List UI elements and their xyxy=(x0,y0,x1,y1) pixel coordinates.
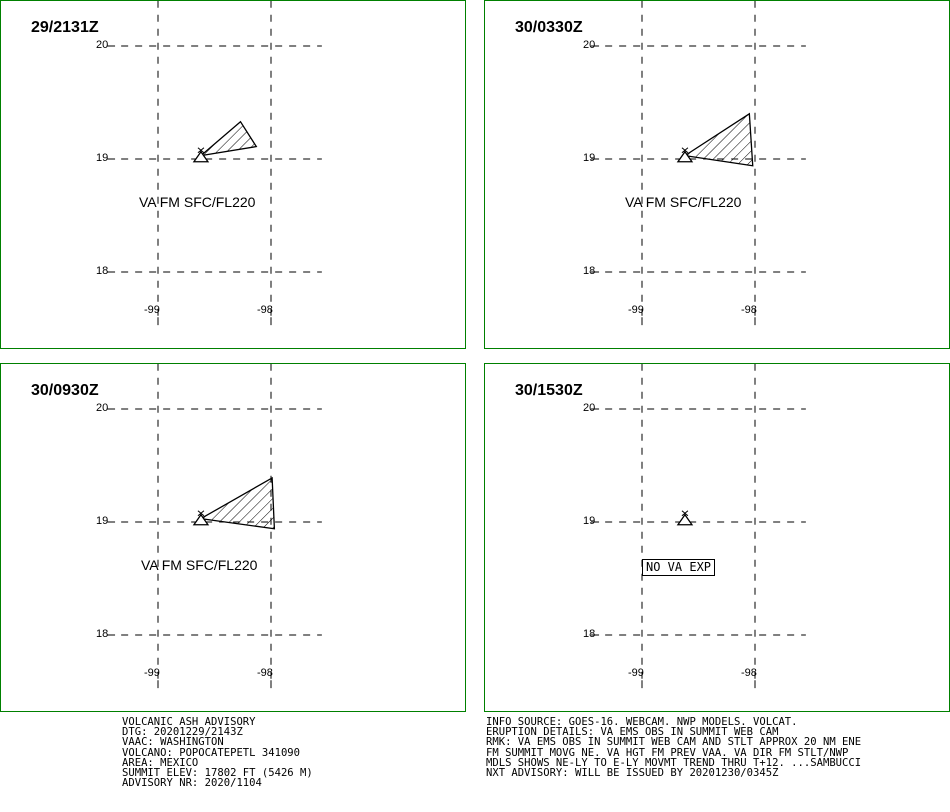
panel-title: 30/1530Z xyxy=(515,382,583,399)
lat-tick-18: 18 xyxy=(583,265,596,277)
advisory-right-line: RMK: VA EMS OBS IN SUMMIT WEB CAM AND ST… xyxy=(486,735,862,749)
advisory-left-line: VOLCANO: POPOCATEPETL 341090 xyxy=(122,745,301,759)
map-layer xyxy=(107,1,322,326)
panel-title: 29/2131Z xyxy=(31,19,99,36)
lat-tick-20: 20 xyxy=(96,402,109,414)
advisory-left-line: VOLCANIC ASH ADVISORY xyxy=(122,715,256,728)
panel-title: 30/0930Z xyxy=(31,382,99,399)
lon-tick-minus-98: -98 xyxy=(257,304,273,316)
lat-tick-20: 20 xyxy=(96,39,109,51)
forecast-panel-2: 30/0330Z 20 19 18 -99 -98 VA FM SFC/FL22… xyxy=(484,0,950,349)
lon-tick-minus-99: -99 xyxy=(628,667,644,679)
lon-tick-minus-99: -99 xyxy=(144,304,160,316)
advisory-left-line: SUMMIT ELEV: 17802 FT (5426 M) xyxy=(122,766,313,780)
lat-tick-18: 18 xyxy=(96,628,109,640)
advisory-left-line: VAAC: WASHINGTON xyxy=(122,735,224,749)
volcano-icon xyxy=(676,510,694,526)
lat-tick-19: 19 xyxy=(583,152,596,164)
ash-polygon xyxy=(198,120,258,157)
map-layer xyxy=(591,364,806,689)
advisory-right-line: FM SUMMIT MOVG NE. VA HGT FM PREV VAA. V… xyxy=(486,745,849,759)
advisory-right-line: NXT ADVISORY: WILL BE ISSUED BY 20201230… xyxy=(486,766,779,780)
advisory-left-line: ADVISORY NR: 2020/1104 xyxy=(122,776,262,790)
advisory-text-left: VOLCANIC ASH ADVISORY DTG: 20201229/2143Z… xyxy=(122,715,313,790)
lon-tick-minus-98: -98 xyxy=(257,667,273,679)
map-layer xyxy=(591,1,806,326)
advisory-right-line: ERUPTION DETAILS: VA EMS OBS IN SUMMIT W… xyxy=(486,725,779,739)
lat-tick-20: 20 xyxy=(583,39,596,51)
lon-tick-minus-98: -98 xyxy=(741,304,757,316)
no-va-expected-label: NO VA EXP xyxy=(642,559,716,577)
panel-title: 30/0330Z xyxy=(515,19,583,36)
lat-tick-19: 19 xyxy=(96,152,109,164)
ash-polygon xyxy=(683,112,754,167)
lat-tick-18: 18 xyxy=(583,628,596,640)
advisory-left-line: AREA: MEXICO xyxy=(122,755,199,769)
lon-tick-minus-99: -99 xyxy=(628,304,644,316)
volcano-icon xyxy=(192,147,210,163)
forecast-panel-4: 30/1530Z 20 19 18 -99 -98 NO VA EXP xyxy=(484,363,950,712)
volcano-icon xyxy=(192,510,210,526)
advisory-text-right: INFO SOURCE: GOES-16. WEBCAM. NWP MODELS… xyxy=(486,715,862,780)
lat-tick-20: 20 xyxy=(583,402,596,414)
lat-tick-18: 18 xyxy=(96,265,109,277)
volcano-icon xyxy=(676,147,694,163)
ash-height-label: VA FM SFC/FL220 xyxy=(139,194,256,210)
advisory-left-line: DTG: 20201229/2143Z xyxy=(122,725,243,739)
lon-tick-minus-99: -99 xyxy=(144,667,160,679)
advisory-right-line: MDLS SHOWS NE-LY TO E-LY MOVMT TREND THR… xyxy=(486,755,862,769)
lon-tick-minus-98: -98 xyxy=(741,667,757,679)
lat-tick-19: 19 xyxy=(583,515,596,527)
ash-height-label: VA FM SFC/FL220 xyxy=(625,194,742,210)
lat-tick-19: 19 xyxy=(96,515,109,527)
map-layer xyxy=(107,364,322,689)
forecast-panel-3: 30/0930Z 20 19 18 -99 -98 VA FM SFC/FL22… xyxy=(0,363,466,712)
forecast-panel-1: 29/2131Z 20 19 18 -99 -98 VA FM SFC/FL22… xyxy=(0,0,466,349)
ash-polygon xyxy=(198,476,276,530)
ash-height-label: VA FM SFC/FL220 xyxy=(141,557,258,573)
advisory-right-line: INFO SOURCE: GOES-16. WEBCAM. NWP MODELS… xyxy=(486,715,798,728)
